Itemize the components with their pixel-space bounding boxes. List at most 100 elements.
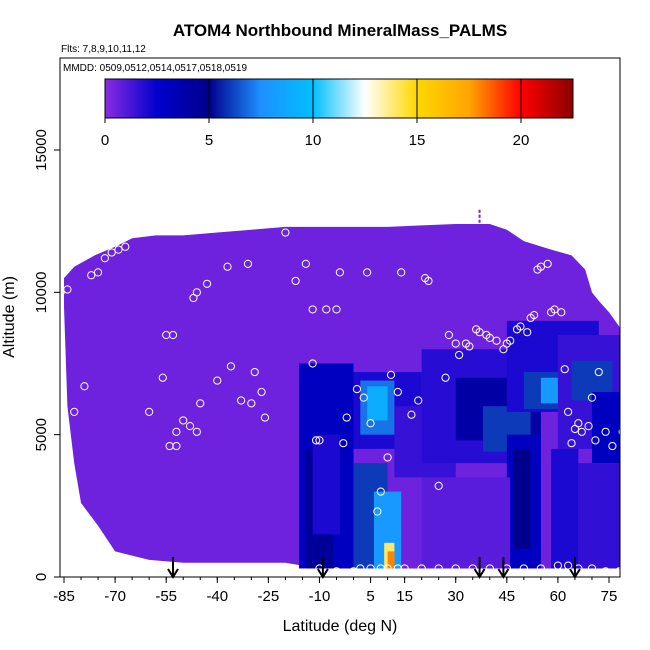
flight-point xyxy=(441,373,450,382)
flight-point xyxy=(243,259,253,268)
x-tick-label: -10 xyxy=(309,588,331,605)
flight-point xyxy=(332,305,341,314)
flight-point xyxy=(444,330,454,340)
flight-point xyxy=(107,248,116,257)
flight-point xyxy=(506,336,515,345)
flight-point xyxy=(622,428,629,435)
flight-point xyxy=(100,254,109,263)
flight-point xyxy=(349,567,358,576)
y-tick-label: 0 xyxy=(33,573,50,581)
flight-point xyxy=(516,322,525,331)
x-tick-label: -85 xyxy=(53,588,75,605)
flight-point xyxy=(281,564,290,573)
flight-point xyxy=(172,427,181,436)
colorbar-tick-label: 20 xyxy=(513,132,530,149)
heatmap-cell xyxy=(387,551,395,569)
flight-point xyxy=(615,305,620,314)
flight-point xyxy=(352,385,362,394)
flight-point xyxy=(397,268,406,277)
chart-title: ATOM4 Northbound MineralMass_PALMS xyxy=(173,21,507,40)
flight-point xyxy=(168,330,178,340)
heatmap-cell xyxy=(591,391,620,464)
flight-point xyxy=(383,453,392,462)
flight-point xyxy=(196,567,205,576)
flight-point xyxy=(264,564,273,573)
flight-track-points xyxy=(60,228,633,576)
x-axis: -85 -70 -55 -40 -25 -10 5 15 30 45 60 75 xyxy=(53,577,617,605)
x-tick-label: -70 xyxy=(104,588,126,605)
flight-point xyxy=(626,568,633,575)
flight-point xyxy=(332,567,341,576)
flight-point xyxy=(465,342,474,351)
flight-point xyxy=(434,481,443,491)
y-tick-label: 15000 xyxy=(33,129,50,171)
flight-point xyxy=(601,427,610,436)
x-tick-label: 75 xyxy=(601,588,618,605)
flight-point xyxy=(308,359,317,368)
flight-point xyxy=(587,393,597,402)
flight-point xyxy=(366,419,375,428)
flight-point xyxy=(311,436,321,445)
flight-point xyxy=(594,367,603,377)
flight-point xyxy=(557,308,566,317)
flight-point xyxy=(407,410,416,419)
flight-point xyxy=(70,407,79,416)
colorbar-tick-label: 0 xyxy=(101,132,109,149)
flight-point xyxy=(536,262,545,271)
flight-point xyxy=(301,259,310,268)
flight-point xyxy=(213,376,222,385)
x-tick-label: 30 xyxy=(447,588,464,605)
flight-point xyxy=(424,276,433,286)
colorbar: 0 5 10 15 20 xyxy=(101,78,574,149)
flight-point xyxy=(567,439,576,448)
x-tick-label: 15 xyxy=(396,588,413,605)
flight-point xyxy=(492,336,501,345)
flight-point xyxy=(179,416,188,425)
x-tick-label: -55 xyxy=(155,588,177,605)
flight-point xyxy=(247,399,256,408)
colorbar-tick-label: 5 xyxy=(205,132,213,149)
flight-point xyxy=(315,436,324,445)
flight-point xyxy=(376,487,385,496)
flight-point xyxy=(339,439,348,448)
flight-point xyxy=(172,441,181,451)
flight-point xyxy=(291,276,300,286)
flight-point xyxy=(475,328,484,337)
flight-point xyxy=(257,387,266,397)
flight-point xyxy=(80,382,89,391)
heatmap-cell xyxy=(367,386,388,421)
flight-point xyxy=(414,396,423,405)
heatmap-cell xyxy=(312,434,340,535)
flight-point xyxy=(386,370,396,379)
flight-point xyxy=(63,285,72,294)
flight-point xyxy=(322,305,331,314)
x-tick-label: 60 xyxy=(550,588,567,605)
heatmap-cell xyxy=(513,448,531,549)
flight-point xyxy=(618,428,620,435)
flight-point xyxy=(93,268,103,277)
heatmap-area xyxy=(64,209,620,569)
flight-point xyxy=(230,567,239,576)
flight-point xyxy=(359,393,368,402)
flight-point xyxy=(543,259,552,268)
flight-point xyxy=(560,365,569,374)
flight-point xyxy=(553,561,563,570)
flight-point xyxy=(591,436,600,445)
y-axis: 0 5000 10000 15000 xyxy=(33,129,60,581)
colorbar-bar xyxy=(104,78,574,119)
flight-point xyxy=(182,567,191,576)
flight-point xyxy=(468,564,477,573)
flight-point xyxy=(564,561,573,570)
flight-point xyxy=(523,328,532,337)
heatmap-cell xyxy=(578,463,620,569)
flight-point xyxy=(185,422,195,431)
flight-point xyxy=(383,564,392,573)
flight-point xyxy=(455,350,464,360)
flight-point xyxy=(564,407,573,416)
flight-point xyxy=(250,367,259,377)
flight-point xyxy=(60,288,65,297)
heatmap-cell xyxy=(551,448,579,569)
flight-point xyxy=(577,427,586,436)
flight-point xyxy=(608,441,617,451)
